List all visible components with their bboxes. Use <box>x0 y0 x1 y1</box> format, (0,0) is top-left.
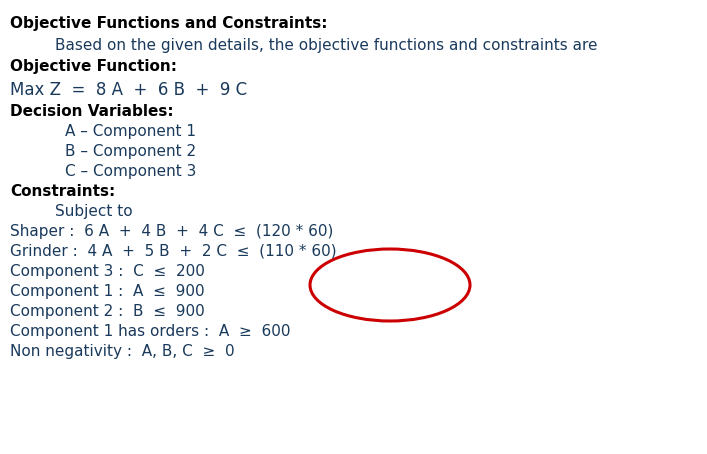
Text: A – Component 1: A – Component 1 <box>65 124 196 139</box>
Text: Grinder :  4 A  +  5 B  +  2 C  ≤  (110 * 60): Grinder : 4 A + 5 B + 2 C ≤ (110 * 60) <box>10 244 337 259</box>
Text: C – Component 3: C – Component 3 <box>65 164 197 179</box>
Text: Constraints:: Constraints: <box>10 184 115 199</box>
Text: Component 1 has orders :  A  ≥  600: Component 1 has orders : A ≥ 600 <box>10 324 291 339</box>
Text: Non negativity :  A, B, C  ≥  0: Non negativity : A, B, C ≥ 0 <box>10 344 235 359</box>
Text: B – Component 2: B – Component 2 <box>65 144 196 159</box>
Text: Component 3 :  C  ≤  200: Component 3 : C ≤ 200 <box>10 264 205 279</box>
Text: Based on the given details, the objective functions and constraints are: Based on the given details, the objectiv… <box>55 38 597 53</box>
Text: Max Z  =  8 A  +  6 B  +  9 C: Max Z = 8 A + 6 B + 9 C <box>10 81 247 99</box>
Text: Shaper :  6 A  +  4 B  +  4 C  ≤  (120 * 60): Shaper : 6 A + 4 B + 4 C ≤ (120 * 60) <box>10 224 334 239</box>
Text: Objective Functions and Constraints:: Objective Functions and Constraints: <box>10 16 327 31</box>
Text: Component 2 :  B  ≤  900: Component 2 : B ≤ 900 <box>10 304 205 319</box>
Text: Objective Function:: Objective Function: <box>10 59 177 74</box>
Text: Decision Variables:: Decision Variables: <box>10 104 174 119</box>
Text: Subject to: Subject to <box>55 204 133 219</box>
Text: Component 1 :  A  ≤  900: Component 1 : A ≤ 900 <box>10 284 204 299</box>
